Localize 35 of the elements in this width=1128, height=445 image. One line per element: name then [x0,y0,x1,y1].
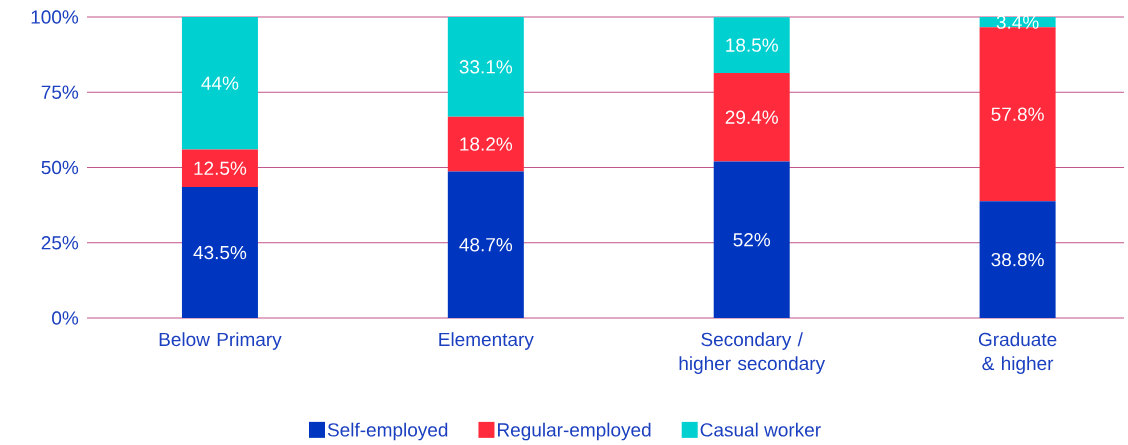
data-label: 3.4% [996,15,1039,29]
bar [979,27,1056,202]
bar [181,149,258,188]
y-tick-label: 0% [52,311,79,325]
bar [979,201,1056,318]
data-label: 38.8% [991,252,1044,267]
bar [447,17,524,117]
bar [181,187,258,318]
y-tick-label: 50% [41,160,79,175]
bar [713,17,790,73]
y-tick-label: 25% [41,236,79,250]
y-tick-label: 100% [31,10,79,24]
bar [181,17,258,150]
data-label: 43.5% [193,245,247,260]
legend-label: Self-employed [327,422,448,441]
data-label: 29.4% [725,110,778,124]
x-tick-label: Elementary [439,332,534,350]
bar [713,161,790,318]
data-label: 18.2% [460,137,513,151]
data-label: 44% [201,76,239,90]
bar [447,116,524,172]
data-label: 12.5% [194,161,247,175]
x-tick-label: Secondary / higher secondary [679,332,826,374]
x-tick-label: Below Primary [159,332,282,350]
data-label: 57.8% [991,107,1044,121]
bar [447,171,524,318]
data-label: 52% [733,233,771,247]
y-tick-label: 75% [41,85,79,99]
bar [713,72,790,162]
data-label: 33.1% [459,60,513,74]
data-label: 48.7% [459,237,513,252]
legend-label: Regular-employed [498,422,651,441]
data-label: 18.5% [726,38,778,52]
x-tick-label: Graduate & higher [978,332,1057,374]
legend-label: Casual worker [700,422,821,437]
